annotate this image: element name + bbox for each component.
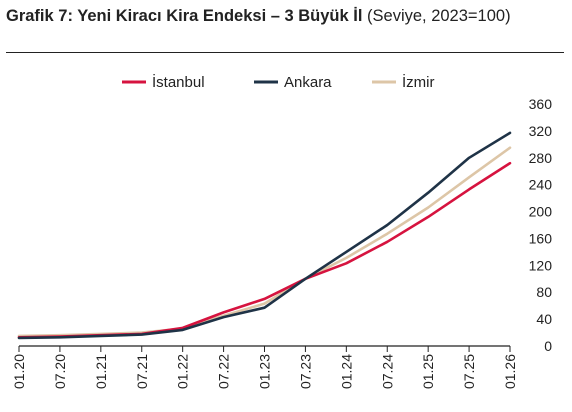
- y-tick-label: 360: [529, 96, 553, 112]
- y-tick-label: 120: [529, 257, 553, 273]
- y-tick-label: 160: [529, 230, 553, 246]
- legend-label-istanbul: İstanbul: [152, 73, 205, 91]
- x-tick-label: 07.25: [461, 354, 477, 389]
- x-tick-label: 01.23: [257, 354, 273, 389]
- x-tick-label: 07.21: [134, 354, 150, 389]
- legend-label-izmir: İzmir: [402, 73, 435, 91]
- x-tick-label: 07.23: [297, 354, 313, 389]
- x-tick-label: 01.21: [93, 354, 109, 389]
- axes: 01.20 07.20 01.21 07.21 01.22 07.22 01.23 07.23…: [11, 96, 552, 389]
- x-tick-label: 01.26: [502, 354, 518, 389]
- series-lines: [17, 131, 512, 340]
- series-line-istanbul: [17, 161, 512, 339]
- legend: İstanbul Ankara İzmir: [122, 73, 435, 91]
- y-tick-label: 320: [529, 123, 553, 139]
- x-tick-label: 01.20: [11, 354, 27, 389]
- y-tick-label: 200: [529, 204, 553, 220]
- x-tick-label: 01.22: [175, 354, 191, 389]
- x-tick-label: 07.20: [52, 354, 68, 389]
- x-tick-label: 01.25: [420, 354, 436, 389]
- x-tick-label: 07.24: [379, 354, 395, 389]
- chart-title-bold: Grafik 7: Yeni Kiracı Kira Endeksi – 3 B…: [6, 7, 363, 25]
- chart-title-subtitle: (Seviye, 2023=100): [362, 7, 511, 25]
- title-divider: [6, 52, 564, 53]
- chart-title: Grafik 7: Yeni Kiracı Kira Endeksi – 3 B…: [6, 6, 546, 26]
- y-tick-label: 240: [529, 177, 553, 193]
- y-tick-label: 40: [536, 311, 552, 327]
- x-tick-label: 07.22: [216, 354, 232, 389]
- y-tick-label: 280: [529, 150, 553, 166]
- x-tick-label: 01.24: [338, 354, 354, 389]
- legend-label-ankara: Ankara: [284, 74, 332, 91]
- y-tick-label: 80: [536, 284, 552, 300]
- series-line-ankara: [17, 131, 512, 340]
- y-tick-label: 0: [544, 338, 552, 354]
